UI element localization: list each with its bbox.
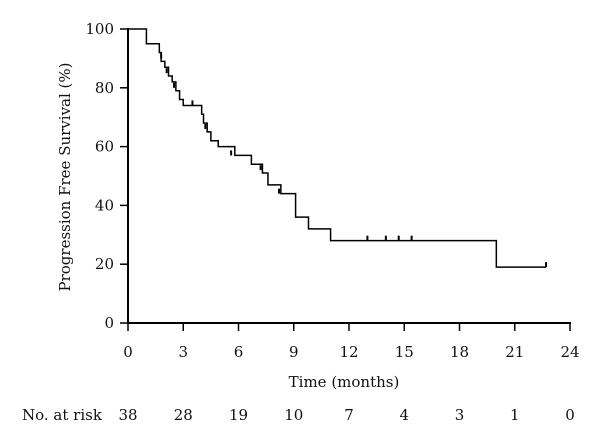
- x-axis-label: Time (months): [289, 373, 400, 391]
- risk-count: 1: [510, 406, 520, 424]
- risk-count: 19: [229, 406, 248, 424]
- x-tick-label: 24: [560, 343, 579, 361]
- risk-count: 4: [399, 406, 409, 424]
- x-tick-label: 0: [123, 343, 133, 361]
- survival-curve: [128, 28, 547, 268]
- x-tick-label: 9: [289, 343, 299, 361]
- risk-count: 28: [174, 406, 193, 424]
- y-tick-label: 0: [104, 314, 114, 332]
- risk-count: 38: [118, 406, 137, 424]
- risk-count: 3: [455, 406, 465, 424]
- x-tick-label: 12: [339, 343, 358, 361]
- risk-table-label: No. at risk: [22, 406, 103, 424]
- y-tick-label: 60: [95, 138, 114, 156]
- risk-count: 7: [344, 406, 354, 424]
- y-tick-label: 40: [95, 196, 114, 214]
- x-tick-label: 18: [450, 343, 469, 361]
- y-tick-label: 100: [85, 20, 114, 38]
- x-tick-label: 3: [178, 343, 188, 361]
- y-axis-label: Progression Free Survival (%): [56, 62, 74, 291]
- censor-marks: [160, 53, 548, 268]
- axes: 0 20 40 60 80 100 0 3 6 9 12 15 18 21 24: [85, 20, 579, 361]
- survival-step-line: [128, 28, 547, 268]
- risk-count: 0: [565, 406, 575, 424]
- y-tick-label: 20: [95, 255, 114, 273]
- x-tick-label: 15: [395, 343, 414, 361]
- y-tick-label: 80: [95, 79, 114, 97]
- risk-count: 10: [284, 406, 303, 424]
- x-tick-label: 21: [505, 343, 524, 361]
- x-tick-label: 6: [234, 343, 244, 361]
- risk-table: 38 28 19 10 7 4 3 1 0: [118, 406, 574, 424]
